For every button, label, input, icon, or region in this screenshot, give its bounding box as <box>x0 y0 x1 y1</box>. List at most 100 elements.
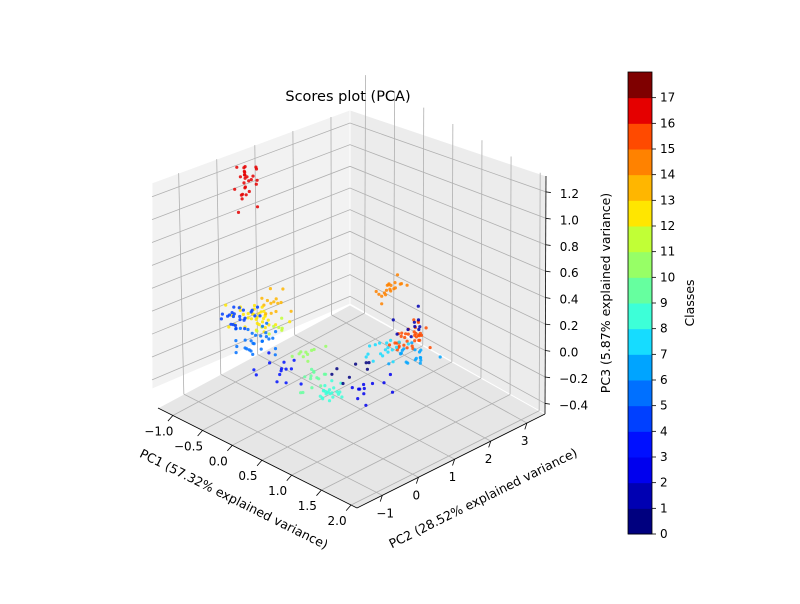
data-point <box>364 355 368 359</box>
data-point <box>251 352 255 356</box>
data-point <box>247 348 251 352</box>
colorbar-segment <box>628 328 652 355</box>
data-point <box>243 338 247 342</box>
data-point <box>288 320 292 324</box>
data-point <box>384 288 389 292</box>
data-point <box>378 341 382 345</box>
data-point <box>388 372 392 377</box>
colorbar-segment <box>628 431 652 458</box>
data-point <box>397 340 401 344</box>
colorbar-segment <box>628 457 652 484</box>
y-axis-line <box>356 413 546 509</box>
data-point <box>235 165 239 169</box>
data-point <box>259 310 263 314</box>
colorbar-tick-label: 14 <box>660 168 675 182</box>
data-point <box>255 329 259 333</box>
grid-line-x-back <box>480 140 483 379</box>
colorbar-label: Classes <box>682 279 697 326</box>
zticks-label: 0.8 <box>560 240 579 254</box>
data-point <box>417 338 421 342</box>
data-point <box>366 352 370 356</box>
zticks-label: 0.4 <box>559 293 578 307</box>
data-point <box>386 350 390 354</box>
data-point <box>259 334 263 338</box>
data-point <box>280 328 284 332</box>
grid-line-x-back <box>509 156 512 395</box>
colorbar-segment <box>628 200 652 227</box>
data-point <box>384 293 388 297</box>
data-point <box>406 342 410 346</box>
data-point <box>335 367 339 371</box>
yticks-label: 2 <box>485 452 493 466</box>
yticks-mark <box>488 440 492 448</box>
data-point <box>310 348 314 352</box>
data-point <box>367 361 371 365</box>
data-point <box>335 390 339 394</box>
colorbar-segment <box>628 405 652 432</box>
grid-line-y-left <box>178 173 185 395</box>
data-point <box>254 165 258 169</box>
data-point <box>416 320 420 324</box>
data-point <box>289 309 293 313</box>
grid-line-y <box>183 393 383 496</box>
xticks-mark <box>286 474 292 482</box>
xticks-mark <box>316 489 322 496</box>
data-point <box>277 325 281 330</box>
data-point <box>418 361 422 365</box>
data-point <box>389 283 393 287</box>
zticks-mark <box>545 217 551 220</box>
data-point <box>234 351 238 355</box>
data-point <box>416 304 420 308</box>
zticks-label: 1.2 <box>560 187 579 201</box>
grid-lines <box>151 75 547 506</box>
data-point <box>412 318 416 322</box>
data-point <box>239 193 243 197</box>
data-point <box>264 335 268 339</box>
data-point <box>268 361 272 365</box>
data-points <box>219 165 442 407</box>
zticks-label: −0.4 <box>559 398 588 412</box>
data-point <box>252 303 257 308</box>
data-point <box>273 353 277 357</box>
data-point <box>385 341 389 345</box>
data-point <box>245 347 249 351</box>
data-point <box>249 178 253 182</box>
data-point <box>267 351 271 355</box>
data-point <box>374 289 378 294</box>
data-point <box>260 339 264 343</box>
data-point <box>413 324 417 329</box>
data-point <box>331 395 335 399</box>
colorbar-segment <box>628 380 652 407</box>
grid-line-z <box>151 230 546 325</box>
grid-line-y <box>294 334 491 442</box>
data-point <box>391 360 395 364</box>
grid-line-x <box>172 312 365 416</box>
colorbar-tick-label: 13 <box>660 193 675 207</box>
colorbar-tick-label: 10 <box>660 270 675 284</box>
data-point <box>242 181 246 185</box>
data-point <box>292 358 296 362</box>
yticks-label: 0 <box>412 488 420 502</box>
data-point <box>249 339 253 343</box>
data-point <box>267 332 271 336</box>
colorbar-segment <box>628 123 652 150</box>
zticks-mark <box>545 191 551 193</box>
data-point <box>284 381 288 385</box>
axis-panes <box>151 109 547 509</box>
x-axis-line <box>157 407 358 509</box>
grid-line-x-back <box>538 172 541 411</box>
grid-line-y <box>331 314 528 424</box>
data-point <box>247 189 251 194</box>
grid-line-x-back <box>422 107 425 346</box>
data-point <box>324 372 328 376</box>
data-point <box>219 317 223 321</box>
yticks-mark <box>524 422 528 430</box>
data-point <box>240 197 244 201</box>
yticks-label: −1 <box>376 506 394 520</box>
data-point <box>306 359 310 363</box>
xticks-label: −0.5 <box>174 439 203 453</box>
data-point <box>301 355 305 359</box>
yticks-mark <box>452 459 455 466</box>
xticks-mark <box>256 459 263 467</box>
